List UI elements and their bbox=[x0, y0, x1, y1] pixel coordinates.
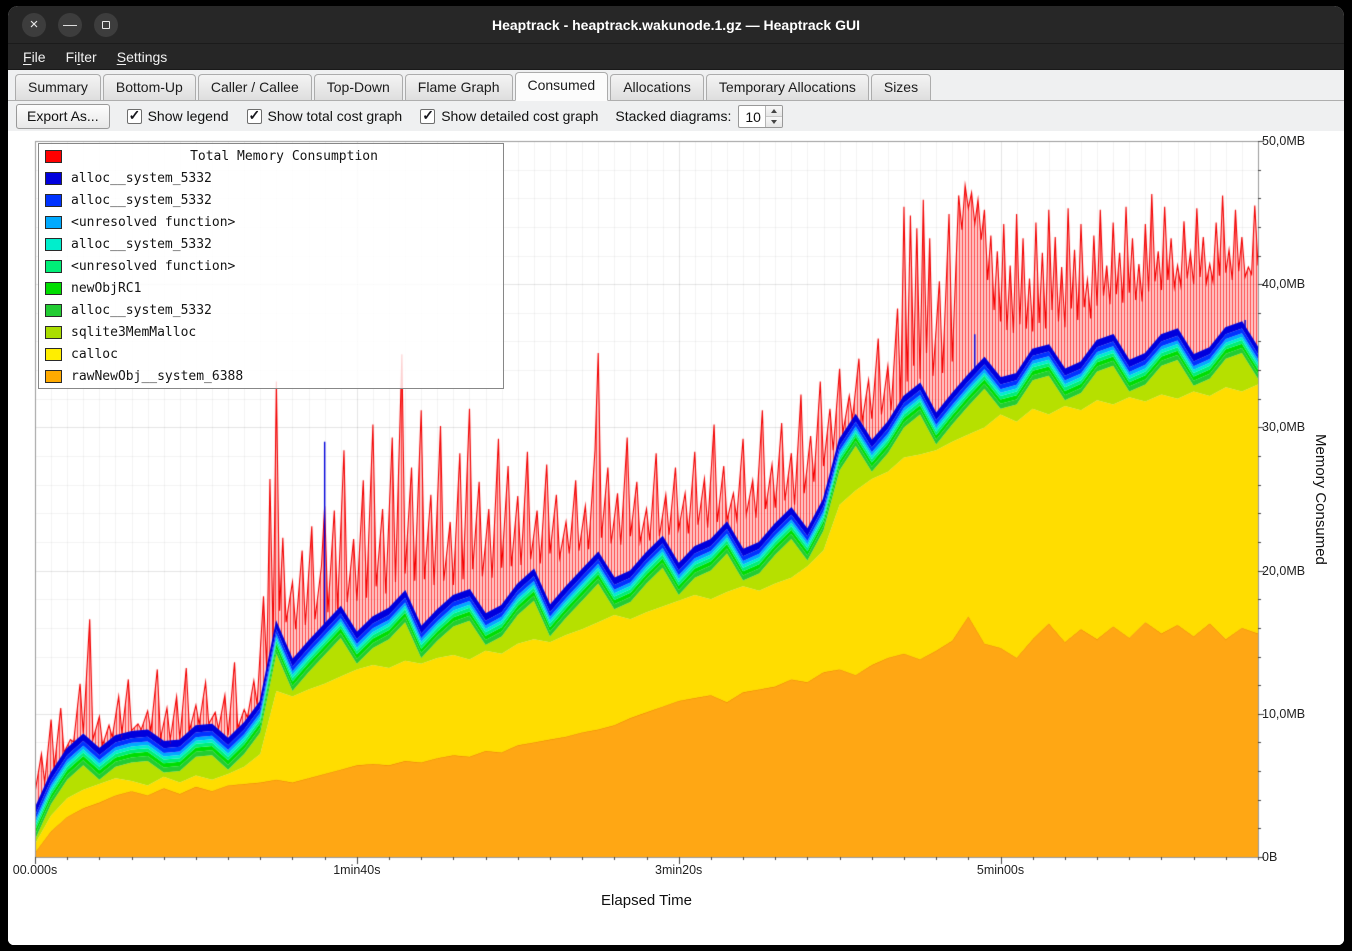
checkbox-label: Show legend bbox=[147, 108, 229, 124]
legend-label: calloc bbox=[71, 346, 118, 362]
window-controls: × — bbox=[8, 12, 118, 37]
legend-label: alloc__system_5332 bbox=[71, 192, 212, 208]
chart-legend: Total Memory Consumption alloc__system_5… bbox=[38, 143, 504, 389]
menu-filter[interactable]: Filter bbox=[65, 48, 97, 65]
chevron-down-icon bbox=[771, 119, 778, 124]
close-button[interactable]: × bbox=[22, 12, 46, 37]
legend-title: Total Memory Consumption bbox=[190, 148, 378, 164]
legend-entry: alloc__system_5332 bbox=[39, 189, 503, 211]
legend-label: sqlite3MemMalloc bbox=[71, 324, 197, 340]
menu-file[interactable]: File bbox=[23, 48, 46, 65]
legend-swatch bbox=[45, 303, 62, 317]
tab-allocations[interactable]: Allocations bbox=[610, 74, 704, 100]
legend-entries: alloc__system_5332 alloc__system_5332 <unr… bbox=[39, 167, 503, 387]
legend-swatch bbox=[45, 369, 62, 383]
y-tick-label: 10,0MB bbox=[1262, 706, 1306, 721]
legend-label: alloc__system_5332 bbox=[71, 236, 212, 252]
legend-swatch bbox=[45, 281, 62, 295]
legend-swatch-total bbox=[45, 149, 62, 163]
spin-down-button[interactable] bbox=[766, 116, 783, 127]
checkbox-label: Show detailed cost graph bbox=[441, 108, 599, 124]
checkbox-label: Show total cost graph bbox=[267, 108, 403, 124]
close-icon: × bbox=[29, 15, 39, 33]
x-tick-label: 5min00s bbox=[976, 863, 1025, 877]
tab-caller-callee[interactable]: Caller / Callee bbox=[197, 74, 312, 100]
checkbox-box[interactable] bbox=[420, 107, 436, 124]
legend-swatch bbox=[45, 347, 62, 361]
x-axis-title: Elapsed Time bbox=[601, 892, 692, 909]
tab-temporary-allocations[interactable]: Temporary Allocations bbox=[705, 74, 869, 100]
toolbar: Export As... Show legend Show total cost … bbox=[8, 101, 1344, 131]
legend-title-row: Total Memory Consumption bbox=[39, 145, 503, 167]
stacked-diagrams-label: Stacked diagrams: bbox=[615, 108, 732, 124]
maximize-icon bbox=[102, 20, 110, 29]
window-title: Heaptrack - heaptrack.wakunode.1.gz — He… bbox=[491, 16, 860, 33]
checkbox-show-legend[interactable]: Show legend bbox=[126, 107, 229, 124]
x-tick-label: 1min40s bbox=[333, 863, 381, 877]
legend-entry: alloc__system_5332 bbox=[39, 167, 503, 189]
tab-consumed[interactable]: Consumed bbox=[514, 72, 609, 101]
spin-up-button[interactable] bbox=[766, 105, 783, 117]
legend-swatch bbox=[45, 193, 62, 207]
x-tick-label: 3min20s bbox=[655, 863, 703, 877]
legend-swatch bbox=[45, 171, 62, 185]
checkbox-show-detailed-cost-graph[interactable]: Show detailed cost graph bbox=[420, 107, 599, 124]
stacked-diagrams-spinner[interactable]: 10 bbox=[738, 104, 784, 128]
tab-sizes[interactable]: Sizes bbox=[870, 74, 932, 100]
chart-area: Total Memory Consumption alloc__system_5… bbox=[8, 131, 1344, 945]
y-axis-title: Memory Consumed bbox=[1312, 433, 1329, 565]
checkbox-group: Show legend Show total cost graph Show det… bbox=[126, 107, 599, 124]
legend-swatch bbox=[45, 259, 62, 273]
y-tick-label: 30,0MB bbox=[1262, 420, 1306, 435]
stacked-diagrams-group: Stacked diagrams: 10 bbox=[615, 104, 784, 128]
legend-label: <unresolved function> bbox=[71, 258, 236, 274]
legend-entry: sqlite3MemMalloc bbox=[39, 321, 503, 343]
menu-settings[interactable]: Settings bbox=[116, 48, 168, 65]
checkbox-box[interactable] bbox=[246, 107, 262, 124]
titlebar: × — Heaptrack - heaptrack.wakunode.1.gz … bbox=[8, 6, 1344, 44]
legend-entry: rawNewObj__system_6388 bbox=[39, 365, 503, 387]
legend-label: <unresolved function> bbox=[71, 214, 236, 230]
export-as-button[interactable]: Export As... bbox=[16, 103, 110, 129]
tab-summary[interactable]: Summary bbox=[15, 74, 101, 100]
chevron-up-icon bbox=[771, 108, 778, 113]
stacked-diagrams-value: 10 bbox=[745, 108, 761, 125]
legend-label: rawNewObj__system_6388 bbox=[71, 368, 244, 384]
legend-entry: <unresolved function> bbox=[39, 255, 503, 277]
legend-label: newObjRC1 bbox=[71, 280, 142, 296]
y-tick-label: 40,0MB bbox=[1262, 277, 1306, 292]
legend-swatch bbox=[45, 237, 62, 251]
tab-bottom-up[interactable]: Bottom-Up bbox=[102, 74, 196, 100]
checkbox-show-total-cost-graph[interactable]: Show total cost graph bbox=[246, 107, 403, 124]
minimize-icon: — bbox=[63, 15, 77, 32]
minimize-button[interactable]: — bbox=[58, 12, 82, 37]
legend-entry: calloc bbox=[39, 343, 503, 365]
x-tick-label: 00.000s bbox=[12, 863, 58, 877]
legend-entry: newObjRC1 bbox=[39, 277, 503, 299]
tab-top-down[interactable]: Top-Down bbox=[313, 74, 403, 100]
tab-flame-graph[interactable]: Flame Graph bbox=[404, 74, 513, 100]
legend-entry: alloc__system_5332 bbox=[39, 299, 503, 321]
y-tick-label: 50,0MB bbox=[1262, 134, 1306, 148]
legend-label: alloc__system_5332 bbox=[71, 170, 212, 186]
legend-entry: <unresolved function> bbox=[39, 211, 503, 233]
app-window: × — Heaptrack - heaptrack.wakunode.1.gz … bbox=[8, 6, 1344, 945]
y-tick-label: 20,0MB bbox=[1262, 563, 1306, 578]
legend-swatch bbox=[45, 325, 62, 339]
menu-bar: File Filter Settings bbox=[8, 44, 1344, 70]
y-tick-label: 0B bbox=[1262, 850, 1278, 864]
legend-label: alloc__system_5332 bbox=[71, 302, 212, 318]
legend-swatch bbox=[45, 215, 62, 229]
maximize-button[interactable] bbox=[94, 12, 118, 37]
checkbox-box[interactable] bbox=[126, 107, 142, 124]
legend-entry: alloc__system_5332 bbox=[39, 233, 503, 255]
tab-bar: Summary Bottom-Up Caller / Callee Top-Down F… bbox=[8, 70, 1344, 101]
spinner-buttons bbox=[765, 105, 783, 127]
